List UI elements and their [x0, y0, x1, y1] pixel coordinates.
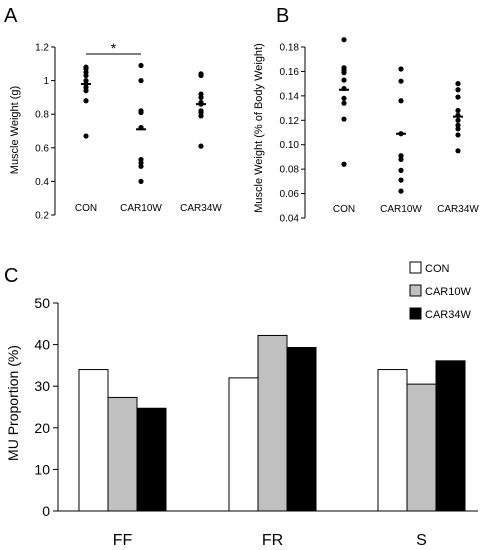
- panel-b-data-point: [398, 153, 404, 159]
- panel-a-data-point: [83, 98, 89, 104]
- panel-b-data-point: [455, 122, 461, 128]
- panel-a-data-point: [83, 133, 89, 139]
- panel-b-data-point: [455, 126, 461, 132]
- panel-a-data-point: [138, 109, 144, 116]
- panel-c-x-category-label: FR: [262, 532, 283, 549]
- panel-c-y-tick-label: 0: [42, 503, 50, 519]
- panel-a-chart: Muscle Weight (g) 0.2 0.4 0.6 0.8 1 1.2 CON CAR…: [9, 40, 222, 222]
- panel-c-legend-swatch-con: [409, 261, 422, 274]
- panel-b-y-tick-label: 0.10: [280, 140, 300, 151]
- panel-letter-a: A: [4, 5, 18, 27]
- panel-b-data-point: [455, 117, 461, 123]
- panel-a-data-point: [138, 178, 144, 184]
- panel-c-y-tick-label: 20: [34, 420, 50, 436]
- panel-b-data-point: [398, 188, 404, 194]
- panel-c-chart: MU Proportion (%) 0 10 20 30 40 50 FF FR S CON CAR…: [5, 261, 478, 549]
- panel-c-y-tick-label: 50: [34, 295, 50, 311]
- panel-b-data-point: [455, 81, 461, 87]
- panel-b-data-point: [398, 177, 404, 183]
- panel-a-y-tick-label: 1.2: [35, 43, 49, 54]
- panel-a-significance-mark: *: [111, 40, 117, 56]
- panel-c-y-tick-label: 10: [34, 461, 50, 477]
- panel-b-data-point: [455, 107, 461, 114]
- panel-a-y-tick-label: 0.2: [35, 211, 49, 222]
- panel-c-legend-label: CAR10W: [425, 286, 471, 298]
- panel-c-bar-car10w: [257, 334, 288, 512]
- panel-b-x-category-label: CON: [333, 204, 355, 215]
- panel-b-y-tick-label: 0.18: [280, 43, 300, 54]
- panel-c-y-tick-label: 40: [34, 337, 50, 353]
- panel-c-x-category-label: FF: [113, 532, 133, 549]
- panel-b-y-tick-label: 0.08: [280, 165, 300, 176]
- panel-b-data-point: [398, 66, 404, 72]
- panel-a-y-tick-label: 0.6: [35, 143, 49, 154]
- panel-c-y-axis-title: MU Proportion (%): [5, 345, 21, 461]
- panel-a-data-point: [138, 163, 144, 169]
- panel-c-legend-swatch-car34w: [409, 307, 422, 320]
- panel-b-y-tick-label: 0.16: [280, 67, 300, 78]
- panel-c-legend-label: CON: [425, 263, 450, 275]
- panel-a-y-tick-label: 1: [43, 76, 49, 87]
- panel-b-y-tick-label: 0.06: [280, 189, 300, 200]
- panel-c-x-category-label: S: [416, 532, 427, 549]
- panel-c-bar-car10w: [107, 396, 138, 512]
- panel-a-data-point: [138, 78, 144, 84]
- panel-c-bar-con: [228, 377, 259, 512]
- panel-b-x-category-label: CAR34W: [437, 204, 479, 215]
- panel-a-y-tick-label: 0.4: [35, 177, 49, 188]
- panel-b-data-point: [341, 161, 347, 167]
- panel-b-data-point: [341, 37, 347, 43]
- panel-b-chart: Muscle Weight (% of Body Weight) 0.04 0.0…: [253, 37, 479, 225]
- panel-b-y-axis-title: Muscle Weight (% of Body Weight): [253, 43, 265, 213]
- panel-a-y-axis-title: Muscle Weight (g): [9, 86, 21, 174]
- panel-b-data-point: [455, 87, 461, 93]
- panel-c-bar-car34w: [286, 347, 317, 512]
- panel-b-data-point: [341, 70, 347, 76]
- panel-b-data-point: [341, 116, 347, 122]
- panel-b-data-point: [341, 95, 347, 101]
- panel-a-data-point: [198, 113, 204, 119]
- panel-b-y-tick-label: 0.14: [280, 91, 300, 102]
- panel-letter-c: C: [4, 265, 18, 287]
- panel-b-data-point: [341, 77, 347, 83]
- panel-b-data-point: [398, 78, 404, 84]
- panel-a-data-point: [138, 62, 144, 69]
- panel-c-legend-swatch-car10w: [409, 284, 422, 297]
- panel-a-data-point: [198, 94, 204, 100]
- panel-c-y-tick-label: 30: [34, 378, 50, 394]
- panel-a-data-point: [83, 88, 89, 94]
- panel-c-bar-con: [78, 369, 109, 512]
- panel-b-data-point: [398, 167, 404, 173]
- panel-b-x-category-label: CAR10W: [380, 204, 422, 215]
- panel-b-data-point: [398, 98, 404, 104]
- panel-b-data-point: [455, 132, 461, 138]
- panel-a-x-category-label: CAR10W: [120, 203, 162, 214]
- panel-a-data-point: [198, 72, 204, 79]
- panel-c-bar-car10w: [406, 383, 437, 512]
- panel-a-x-category-label: CAR34W: [180, 203, 222, 214]
- panel-a-data-point: [198, 143, 204, 149]
- panel-a-y-tick-label: 0.8: [35, 110, 49, 121]
- panel-b-y-tick-label: 0.12: [280, 116, 300, 127]
- panel-b-data-point: [455, 94, 461, 100]
- panel-letter-b: B: [276, 5, 289, 27]
- panel-b-data-point: [341, 100, 347, 106]
- panel-c-bar-car34w: [136, 407, 167, 512]
- panel-b-data-point: [455, 148, 461, 154]
- panel-c-bar-car34w: [435, 360, 466, 512]
- panel-c-bar-con: [377, 369, 408, 512]
- panel-a-x-category-label: CON: [75, 203, 97, 214]
- panel-b-data-point: [398, 156, 404, 162]
- panel-a-data-point: [83, 72, 89, 79]
- panel-c-legend-label: CAR34W: [425, 309, 471, 321]
- panel-b-y-tick-label: 0.04: [280, 214, 300, 225]
